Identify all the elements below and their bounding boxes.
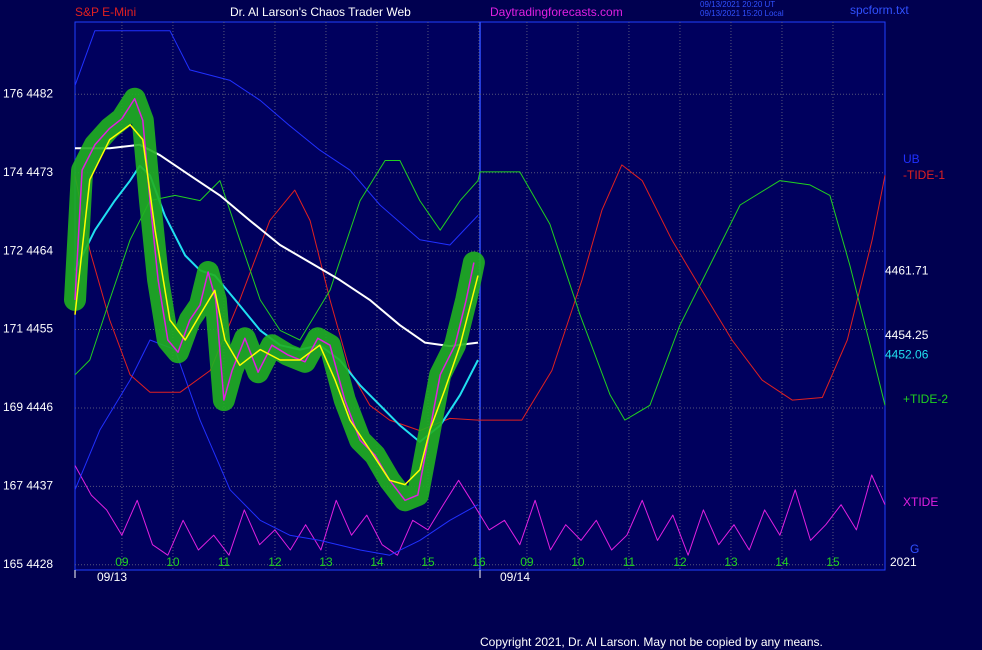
legend-entry: XTIDE: [903, 495, 938, 509]
x-tick-label: 12: [673, 555, 687, 569]
y-tick-label: 176 4482: [3, 86, 53, 100]
last-value: 4452.06: [885, 347, 929, 361]
y-tick-label: 172 4464: [3, 243, 53, 257]
date-label: 09/14: [500, 570, 530, 584]
y-tick-label: 171 4455: [3, 322, 53, 336]
legend-entry: -TIDE-1: [903, 168, 945, 182]
corner-mark: G: [910, 542, 919, 556]
time-local: 09/13/2021 15:20 Local: [700, 9, 784, 18]
x-tick-label: 10: [571, 555, 585, 569]
year: 2021: [890, 555, 917, 569]
time-ut: 09/13/2021 20:20 UT: [700, 0, 775, 9]
x-tick-label: 09: [520, 555, 534, 569]
y-tick-label: 167 4437: [3, 479, 53, 493]
x-tick-label: 15: [826, 555, 840, 569]
y-tick-label: 174 4473: [3, 165, 53, 179]
series-line: [74, 30, 479, 246]
copyright: Copyright 2021, Dr. Al Larson. May not b…: [480, 635, 823, 649]
x-tick-label: 11: [623, 555, 636, 569]
x-tick-label: 13: [319, 555, 333, 569]
y-tick-label: 169 4446: [3, 400, 53, 414]
instrument: S&P E-Mini: [75, 5, 136, 19]
x-tick-label: 09: [115, 555, 129, 569]
title: Dr. Al Larson's Chaos Trader Web: [230, 5, 411, 19]
lines: [64, 30, 886, 556]
series-line: [74, 465, 886, 556]
x-tick-label: 14: [370, 555, 384, 569]
labels: 165 4428 167 4437 169 4446 171 4455 172 4464…: [3, 86, 948, 570]
series-line: [74, 160, 886, 421]
legend-entry: +TIDE-2: [903, 392, 948, 406]
x-tick-label: 11: [218, 555, 231, 569]
x-tick-label: 13: [724, 555, 738, 569]
x-tick-label: 14: [775, 555, 789, 569]
x-tick-label: 16: [472, 555, 486, 569]
y-tick-label: 165 4428: [3, 557, 53, 571]
series-line: [74, 97, 475, 502]
site: Daytradingforecasts.com: [490, 5, 623, 19]
series-line: [74, 164, 886, 432]
last-value: 4461.71: [885, 263, 929, 277]
x-tick-label: 12: [268, 555, 282, 569]
series-line: [74, 339, 479, 556]
date-label: 09/13: [97, 570, 127, 584]
series-line: [74, 124, 479, 486]
last-value: 4454.25: [885, 328, 929, 342]
x-tick-label: 15: [421, 555, 435, 569]
x-tick-label: 10: [166, 555, 180, 569]
file-name: spcform.txt: [850, 3, 909, 17]
legend-entry: UB: [903, 152, 920, 166]
